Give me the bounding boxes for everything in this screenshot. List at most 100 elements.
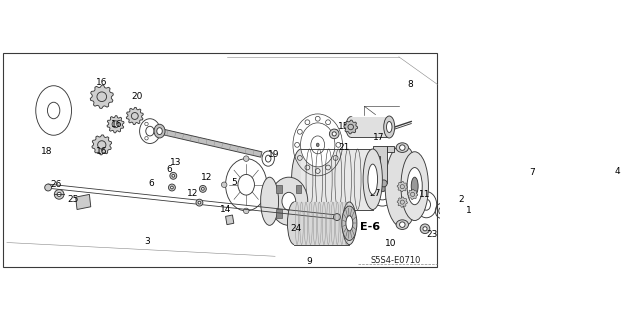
Text: 16: 16 [96,78,108,87]
Text: 5: 5 [231,178,237,187]
Text: 13: 13 [170,158,181,167]
Ellipse shape [348,124,353,130]
Polygon shape [276,209,282,218]
Text: 24: 24 [290,224,301,233]
Polygon shape [397,181,408,192]
Polygon shape [126,108,143,124]
Text: E-6: E-6 [360,222,380,232]
Ellipse shape [168,184,175,191]
Polygon shape [344,120,358,134]
Ellipse shape [423,227,427,231]
Ellipse shape [400,185,404,189]
Ellipse shape [238,174,255,195]
Ellipse shape [154,124,165,138]
Ellipse shape [270,177,308,225]
Ellipse shape [131,113,138,119]
Text: 20: 20 [132,92,143,101]
Ellipse shape [449,211,460,222]
Text: S5S4-E0710: S5S4-E0710 [370,256,420,265]
Ellipse shape [47,102,60,119]
Ellipse shape [384,116,395,138]
Ellipse shape [292,149,311,210]
Ellipse shape [243,208,249,214]
Text: 2: 2 [458,196,463,204]
Ellipse shape [346,216,353,231]
Text: 23: 23 [426,230,438,239]
Ellipse shape [301,123,335,167]
Ellipse shape [403,192,408,197]
Ellipse shape [196,199,203,206]
Text: 12: 12 [187,188,198,197]
Ellipse shape [170,172,177,179]
Polygon shape [76,194,91,210]
Text: 15: 15 [338,123,349,132]
Ellipse shape [266,182,271,188]
Text: 6: 6 [148,179,154,188]
Polygon shape [373,146,394,183]
Ellipse shape [170,186,173,189]
Text: 25: 25 [67,196,79,204]
Polygon shape [296,185,301,193]
Text: 1: 1 [466,206,472,215]
Ellipse shape [112,121,119,128]
Ellipse shape [407,168,422,205]
Ellipse shape [97,92,107,101]
Ellipse shape [410,192,415,196]
Polygon shape [408,189,418,200]
Ellipse shape [198,201,201,204]
Text: 26: 26 [51,180,62,189]
Ellipse shape [400,200,404,204]
Polygon shape [90,85,113,108]
Ellipse shape [378,183,387,192]
Polygon shape [351,117,389,137]
Ellipse shape [54,189,64,199]
Ellipse shape [342,202,356,244]
Text: 17: 17 [372,133,384,142]
Ellipse shape [332,132,336,136]
Ellipse shape [145,122,148,126]
Text: 16: 16 [111,120,123,129]
Text: 10: 10 [385,239,396,248]
Ellipse shape [146,126,154,136]
Text: 14: 14 [220,205,231,214]
Ellipse shape [157,128,163,134]
Text: 12: 12 [200,173,212,182]
Ellipse shape [452,214,456,219]
Ellipse shape [439,207,444,214]
Ellipse shape [45,184,52,191]
Ellipse shape [221,182,227,188]
Ellipse shape [202,188,204,190]
Ellipse shape [363,149,382,210]
Ellipse shape [282,192,296,210]
Polygon shape [276,185,282,193]
Ellipse shape [333,214,340,220]
Polygon shape [225,215,234,225]
Ellipse shape [98,141,106,149]
Ellipse shape [57,192,61,196]
Polygon shape [397,197,408,207]
Polygon shape [296,209,301,218]
Ellipse shape [385,145,419,228]
Ellipse shape [399,145,405,150]
Ellipse shape [311,136,324,154]
Ellipse shape [200,186,206,192]
Text: 3: 3 [144,237,150,246]
Ellipse shape [401,152,428,220]
Ellipse shape [385,117,394,137]
Text: 6: 6 [166,165,172,174]
Ellipse shape [368,164,378,194]
Ellipse shape [260,177,278,225]
Text: 21: 21 [338,143,349,152]
Ellipse shape [243,156,249,161]
Ellipse shape [330,129,339,139]
Ellipse shape [172,174,175,177]
Polygon shape [301,149,372,210]
Text: 27: 27 [370,188,381,197]
Text: 8: 8 [407,80,413,89]
Polygon shape [159,128,262,157]
Ellipse shape [316,143,319,147]
Ellipse shape [422,199,431,210]
Text: 16: 16 [96,147,108,156]
Ellipse shape [387,122,392,132]
Ellipse shape [155,129,159,133]
